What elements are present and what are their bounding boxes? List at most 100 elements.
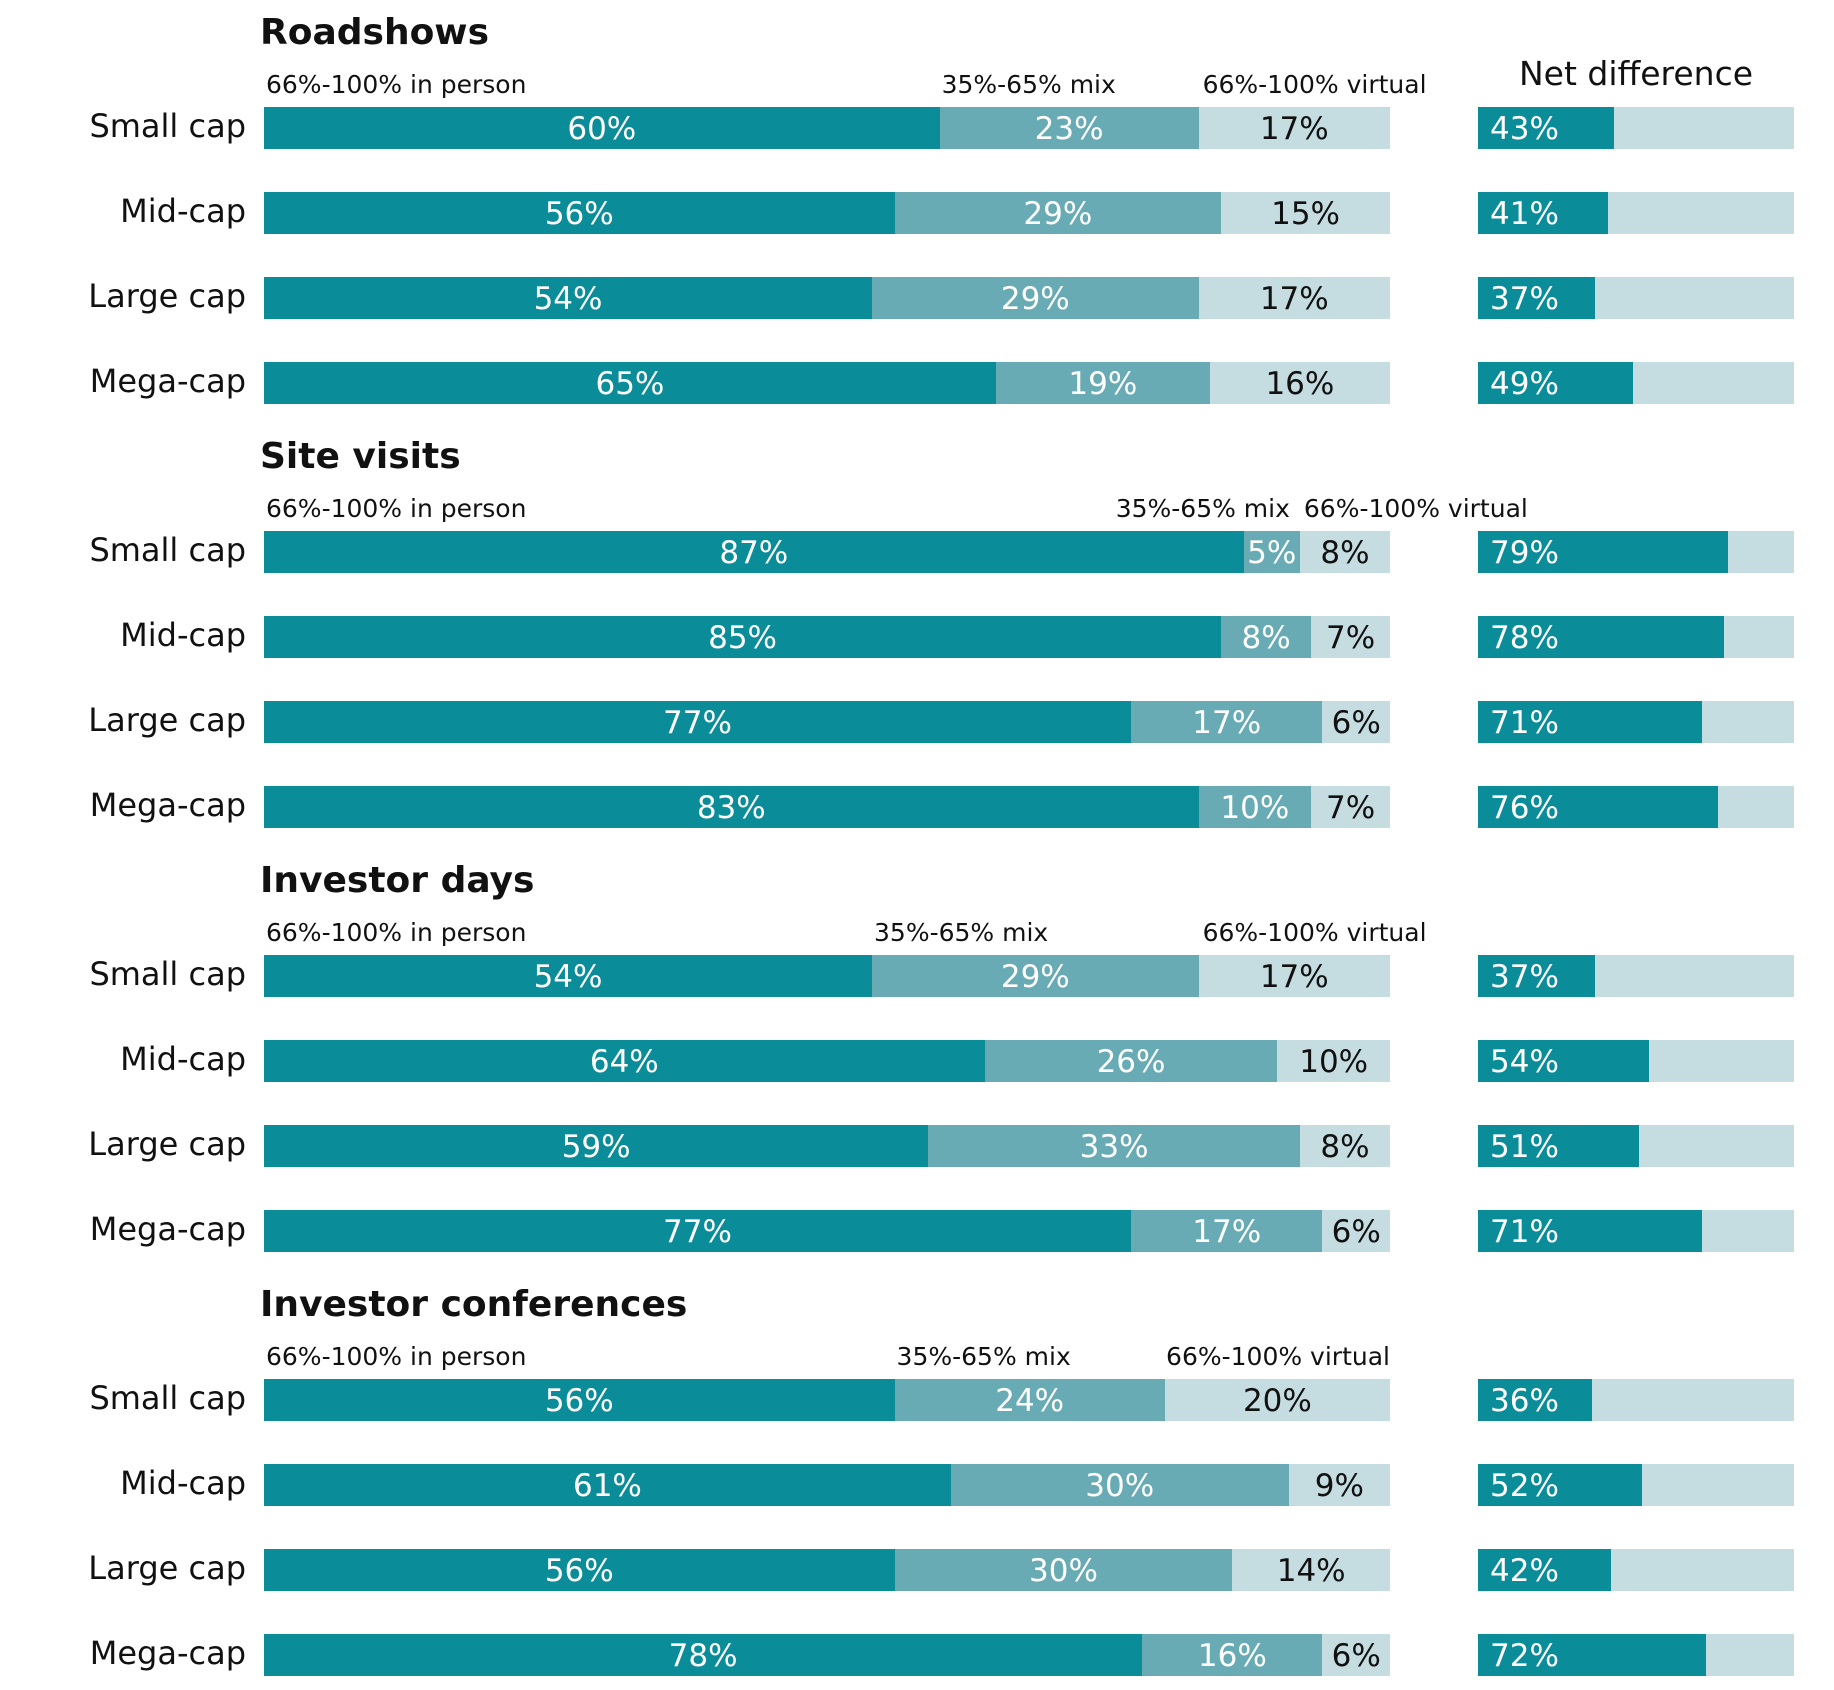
bar-segment-virtual [1277,1040,1390,1082]
net-difference-bar [1478,277,1595,319]
virtual-column-label: 66%-100% virtual [1303,494,1528,523]
bar-segment-virtual [1198,277,1390,319]
bar-segment-in-person [264,1379,895,1421]
row-label: Mid-cap [120,192,246,230]
row-label: Small cap [89,531,246,569]
virtual-column-label: 66%-100% virtual [1202,918,1427,947]
bar-segment-mix [950,1464,1289,1506]
data-label: 17% [1259,111,1329,147]
row-label: Mega-cap [89,362,246,400]
data-label: 33% [1079,1129,1149,1165]
data-label: 14% [1276,1553,1346,1589]
net-difference-label: 71% [1490,1214,1559,1250]
bar-segment-mix [928,1125,1300,1167]
data-label: 19% [1068,366,1138,402]
mix-column-label: 35%-65% mix [941,70,1116,99]
bar-segment-virtual [1299,531,1390,573]
data-label: 8% [1320,1129,1370,1165]
row-label: Mid-cap [120,1040,246,1078]
data-label: 56% [544,1553,614,1589]
bar-segment-in-person [264,1125,929,1167]
data-label: 17% [1259,281,1329,317]
data-label: 29% [1000,959,1070,995]
net-difference-bar [1478,531,1728,573]
data-label: 17% [1192,1214,1262,1250]
net-difference-title: Net difference [1518,54,1754,93]
bar-segment-mix [1142,1634,1323,1676]
net-difference-label: 72% [1490,1638,1559,1674]
bar-segment-virtual [1221,192,1390,234]
bar-segment-in-person [264,277,873,319]
bar-segment-in-person [264,1634,1143,1676]
bar-segment-virtual [1299,1125,1390,1167]
mix-column-label: 35%-65% mix [1115,494,1290,523]
bar-segment-mix [1243,531,1300,573]
bar-segment-in-person [264,1040,985,1082]
data-label: 15% [1271,196,1340,232]
in-person-column-label: 66%-100% in person [266,1342,527,1371]
in-person-column-label: 66%-100% in person [266,494,527,523]
data-label: 77% [663,705,732,741]
net-difference-bar [1478,1040,1649,1082]
bar-segment-virtual [1288,1464,1390,1506]
data-label: 6% [1331,1638,1381,1674]
data-label: 17% [1259,959,1329,995]
bar-segment-in-person [264,1210,1132,1252]
bar-segment-virtual [1209,362,1390,404]
net-difference-bar [1478,1379,1592,1421]
row-label: Mega-cap [89,1210,246,1248]
net-difference-label: 51% [1490,1129,1559,1165]
net-difference-label: 78% [1490,620,1559,656]
net-difference-label: 37% [1490,959,1559,995]
bar-segment-mix [894,1379,1165,1421]
bar-segment-mix [1131,701,1323,743]
data-label: 26% [1096,1044,1166,1080]
data-label: 24% [995,1383,1065,1419]
data-label: 60% [567,111,637,147]
data-label: 8% [1241,620,1291,656]
section-title: Site visits [260,436,461,477]
bar-segment-in-person [264,616,1222,658]
data-label: 54% [533,959,603,995]
data-label: 56% [544,1383,614,1419]
data-label: 10% [1220,790,1290,826]
mix-column-label: 35%-65% mix [896,1342,1071,1371]
mix-column-label: 35%-65% mix [874,918,1049,947]
data-label: 59% [561,1129,631,1165]
bar-segment-mix [894,1549,1233,1591]
virtual-column-label: 66%-100% virtual [1166,1342,1390,1371]
bar-segment-mix [1131,1210,1323,1252]
data-label: 65% [595,366,665,402]
net-difference-bar [1478,1634,1706,1676]
bar-segment-in-person [264,1464,951,1506]
virtual-column-label: 66%-100% virtual [1202,70,1427,99]
row-label: Mega-cap [89,1634,246,1672]
net-difference-bar [1478,362,1633,404]
data-label: 16% [1265,366,1335,402]
row-label: Mid-cap [120,1464,246,1502]
bar-segment-mix [1198,786,1312,828]
row-label: Large cap [88,1125,246,1163]
row-label: Large cap [88,1549,246,1587]
section-title: Investor days [260,860,535,901]
net-difference-label: 52% [1490,1468,1559,1504]
net-difference-bar [1478,1549,1611,1591]
bar-segment-mix [939,107,1199,149]
data-label: 10% [1299,1044,1369,1080]
bar-segment-virtual [1311,616,1390,658]
net-difference-bar [1478,1464,1643,1506]
row-label: Large cap [88,277,246,315]
data-label: 29% [1000,281,1070,317]
bar-segment-virtual [1322,1634,1390,1676]
net-difference-label: 76% [1490,790,1559,826]
net-difference-label: 42% [1490,1553,1559,1589]
net-difference-label: 43% [1490,111,1559,147]
bar-segment-in-person [264,786,1199,828]
data-label: 30% [1085,1468,1155,1504]
data-label: 23% [1034,111,1104,147]
section-title: Investor conferences [260,1284,688,1325]
data-label: 64% [589,1044,659,1080]
bar-segment-in-person [264,107,940,149]
data-label: 7% [1325,620,1376,656]
section-title: Roadshows [260,12,489,53]
